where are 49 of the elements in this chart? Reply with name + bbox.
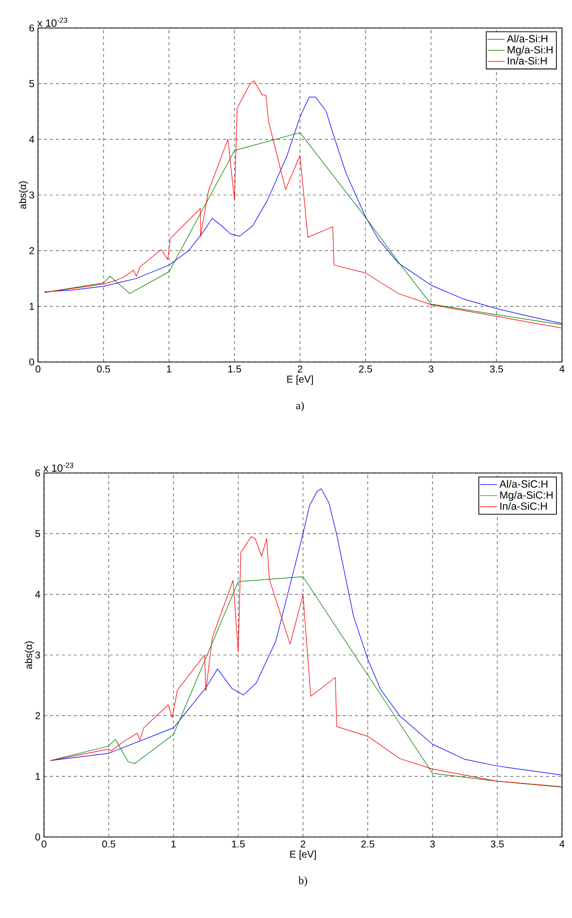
x-tick-label: 1.5 bbox=[228, 366, 242, 372]
x-tick-label: 2.5 bbox=[359, 366, 372, 373]
legend-label: In/a-SiC:H bbox=[500, 502, 547, 510]
line-series bbox=[44, 132, 562, 325]
x-tick-label: 3 bbox=[428, 366, 434, 373]
text: x 10$^{-23}$ bbox=[37, 18, 68, 27]
x-tick-label: 3.5 bbox=[490, 840, 504, 848]
y-axis-title: abs(α) bbox=[24, 641, 34, 669]
y-tick-label: 5 bbox=[29, 80, 34, 88]
text: x 10$^{-23}$ bbox=[43, 462, 74, 472]
x-tick-label: 0.5 bbox=[102, 840, 116, 848]
x-tick-label: 1 bbox=[166, 366, 172, 372]
y-tick-label: 5 bbox=[35, 530, 40, 538]
legend-label: Mg/a-SiC:H bbox=[500, 491, 553, 501]
y-axis-title: abs(α) bbox=[18, 181, 28, 209]
x-axis-title: E [eV] bbox=[290, 850, 316, 860]
x-tick-label: 2 bbox=[298, 366, 302, 372]
y-tick-label: 0 bbox=[35, 833, 40, 841]
x-tick-label: 3.5 bbox=[490, 366, 504, 373]
x-axis-title: E [eV] bbox=[287, 375, 313, 385]
y-tick-label: 2 bbox=[35, 712, 40, 720]
y-tick-label: 2 bbox=[29, 247, 34, 254]
y-tick-label: 6 bbox=[29, 24, 34, 32]
line-series bbox=[50, 576, 562, 788]
x-tick-label: 0 bbox=[42, 840, 46, 848]
y-tick-label: 1 bbox=[30, 302, 34, 310]
text: b) bbox=[298, 876, 308, 886]
y-tick-label: 4 bbox=[35, 590, 40, 598]
y-tick-label: 4 bbox=[29, 136, 34, 143]
line-series bbox=[50, 488, 562, 776]
y-tick-label: 3 bbox=[35, 651, 40, 659]
legend-label: Al/a-Si:H bbox=[506, 34, 548, 42]
y-tick-label: 3 bbox=[29, 191, 34, 199]
x-tick-label: 4 bbox=[559, 840, 564, 848]
y-tick-label: 6 bbox=[35, 469, 40, 477]
y-tick-label: 1 bbox=[36, 772, 40, 780]
legend-label: Mg/a-Si:H bbox=[508, 46, 553, 56]
x-tick-label: 0.5 bbox=[96, 366, 110, 373]
y-tick-label: 0 bbox=[29, 358, 34, 366]
x-tick-label: 1.5 bbox=[232, 840, 245, 848]
x-tick-label: 3 bbox=[430, 840, 435, 848]
x-tick-label: 2 bbox=[300, 840, 306, 848]
x-tick-label: 2.5 bbox=[361, 840, 374, 848]
legend-label: In/a-Si:H bbox=[508, 56, 547, 65]
x-tick-label: 4 bbox=[559, 366, 564, 372]
legend-label: Al/a-SiC:H bbox=[499, 480, 548, 488]
line-series bbox=[50, 536, 562, 787]
x-tick-label: 1 bbox=[171, 840, 176, 848]
text: a) bbox=[296, 402, 304, 412]
